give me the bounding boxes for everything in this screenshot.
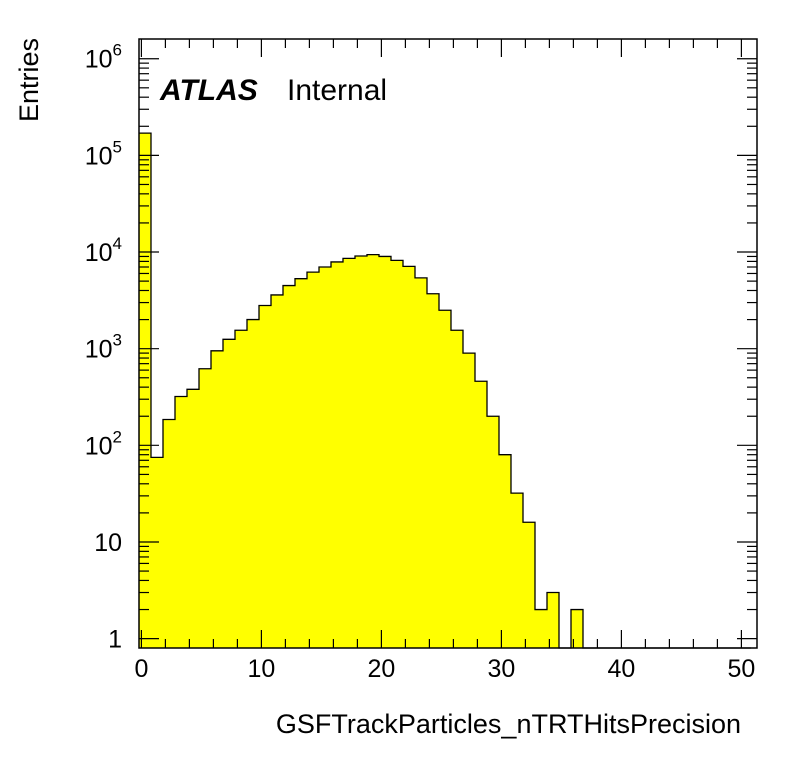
- histogram-bar: [367, 254, 380, 648]
- x-tick-label: 10: [247, 655, 275, 683]
- x-tick-label: 20: [367, 655, 395, 683]
- histogram-bar: [523, 522, 536, 648]
- histogram-bar: [343, 258, 356, 648]
- histogram-bar: [259, 305, 272, 648]
- x-axis-title: GSFTrackParticles_nTRTHitsPrecision: [276, 709, 741, 739]
- x-tick-label: 0: [134, 655, 148, 683]
- y-tick-label: 106: [85, 41, 122, 74]
- x-tick-label: 50: [727, 655, 755, 683]
- histogram-bar: [571, 609, 584, 648]
- internal-label: Internal: [287, 74, 387, 107]
- histogram-bar: [535, 609, 548, 648]
- histogram-bar: [415, 277, 428, 648]
- y-tick-label: 10: [94, 529, 122, 557]
- y-tick-label: 104: [85, 234, 122, 267]
- histogram-bar: [283, 285, 296, 648]
- x-tick-label: 30: [487, 655, 515, 683]
- histogram-bar: [439, 310, 452, 648]
- histogram-bar: [307, 272, 320, 648]
- histogram-bar: [187, 389, 200, 648]
- histogram-bar: [463, 353, 476, 648]
- y-tick-label: 105: [85, 137, 122, 170]
- histogram-bar: [391, 260, 404, 648]
- histogram-bar: [427, 293, 440, 648]
- histogram-bar: [271, 294, 284, 648]
- histogram-bar: [487, 416, 500, 648]
- histogram-bar: [175, 396, 188, 648]
- histogram-bar: [151, 457, 164, 648]
- x-tick-label: 40: [607, 655, 635, 683]
- axis-ticks: [139, 39, 757, 648]
- histogram-bar: [319, 267, 332, 648]
- histogram-bar: [511, 493, 524, 648]
- histogram-bar: [295, 278, 308, 648]
- histogram-bar: [223, 339, 236, 648]
- histogram-bar: [499, 454, 512, 648]
- y-tick-labels: 1 10 102 103 104 105 106: [85, 41, 122, 654]
- histogram-bar: [235, 330, 248, 648]
- x-tick-labels: 0 10 20 30 40 50: [134, 655, 755, 683]
- histogram-bar: [451, 330, 464, 648]
- histogram-bar: [163, 419, 176, 648]
- histogram-bar: [247, 319, 260, 648]
- y-axis-title: Entries: [14, 38, 44, 122]
- y-tick-label: 102: [85, 427, 122, 460]
- histogram-bar: [355, 255, 368, 649]
- histogram-bar: [475, 381, 488, 648]
- histogram-bars: [139, 133, 584, 649]
- histogram-bar: [331, 261, 344, 648]
- y-tick-label: 103: [85, 331, 122, 364]
- y-tick-label: 1: [108, 626, 122, 654]
- histogram-bar: [379, 256, 392, 648]
- plot-frame: [138, 38, 758, 649]
- histogram-bar: [199, 368, 212, 648]
- histogram-outline: [139, 132, 751, 649]
- histogram-bar: [403, 266, 416, 648]
- histogram-bar: [211, 350, 224, 648]
- atlas-label: ATLAS: [159, 74, 258, 107]
- histogram-bar: [547, 592, 560, 648]
